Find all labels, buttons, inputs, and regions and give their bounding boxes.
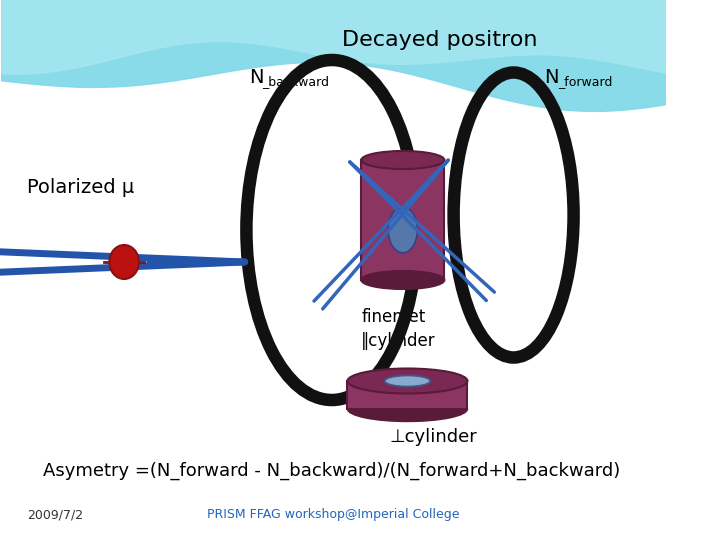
Ellipse shape <box>384 375 431 387</box>
Text: N: N <box>248 68 264 87</box>
Text: finemet
‖cylinder: finemet ‖cylinder <box>361 308 436 349</box>
Text: _backward: _backward <box>263 75 330 88</box>
Ellipse shape <box>361 151 444 169</box>
Ellipse shape <box>361 271 444 289</box>
Text: 2009/7/2: 2009/7/2 <box>27 508 84 521</box>
Text: ⊥cylinder: ⊥cylinder <box>389 428 477 446</box>
Ellipse shape <box>388 207 418 253</box>
Ellipse shape <box>348 368 467 394</box>
Text: _forward: _forward <box>558 75 612 88</box>
Text: PRISM FFAG workshop@Imperial College: PRISM FFAG workshop@Imperial College <box>207 508 460 521</box>
Text: Asymetry =(N_forward - N_backward)/(N_forward+N_backward): Asymetry =(N_forward - N_backward)/(N_fo… <box>43 462 620 480</box>
Ellipse shape <box>109 245 139 279</box>
Text: Polarized μ: Polarized μ <box>27 178 135 197</box>
Ellipse shape <box>348 396 467 422</box>
Bar <box>361 160 444 280</box>
Polygon shape <box>1 0 666 74</box>
Text: N: N <box>544 68 559 87</box>
Polygon shape <box>1 0 666 111</box>
Bar <box>348 381 467 409</box>
Text: Decayed positron: Decayed positron <box>342 30 538 50</box>
